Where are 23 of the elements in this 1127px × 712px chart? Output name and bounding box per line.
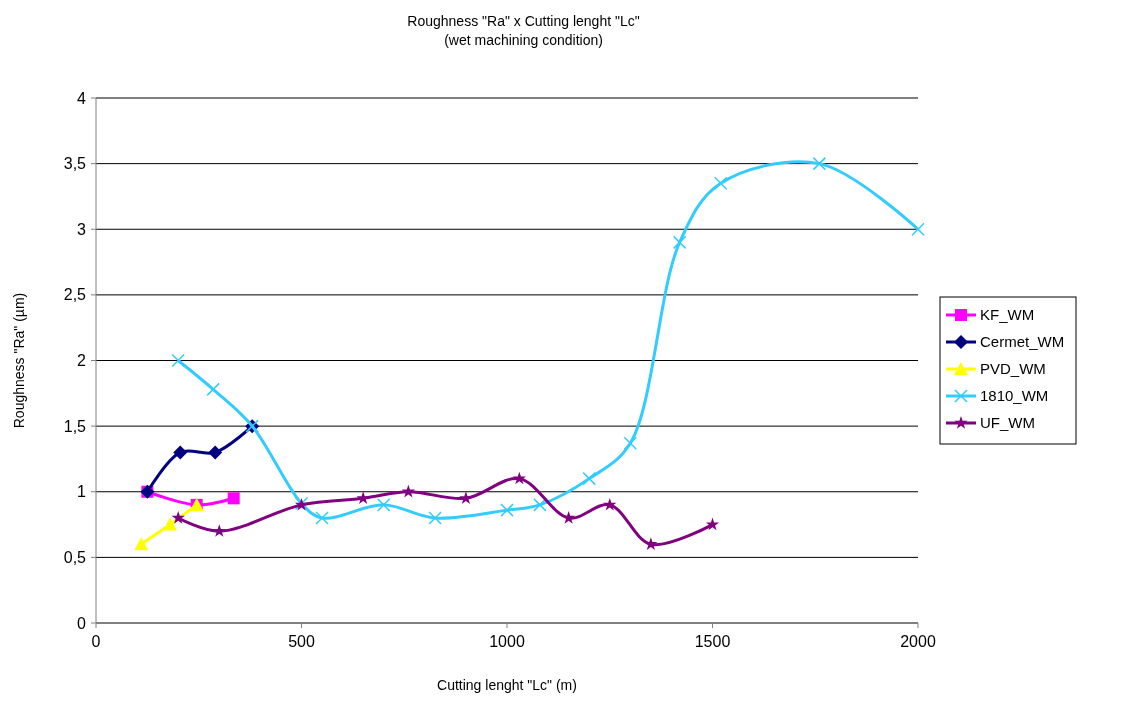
chart-subtitle: (wet machining condition): [444, 32, 603, 48]
x-tick-label: 1000: [489, 633, 525, 650]
x-tick-label: 500: [288, 633, 315, 650]
y-axis-title: Roughness "Ra" (µm): [11, 292, 27, 429]
y-tick-label: 0: [77, 614, 87, 632]
y-tick-label: 2,5: [63, 286, 87, 304]
y-tick-label: 1,5: [63, 417, 87, 435]
y-tick-label: 0,5: [63, 548, 87, 566]
x-axis-title: Cutting lenght "Lc" (m): [437, 677, 577, 693]
legend-label: KF_WM: [980, 306, 1035, 324]
y-tick-label: 3,5: [63, 155, 87, 173]
legend-label: Cermet_WM: [980, 333, 1065, 351]
chart-title: Roughness "Ra" x Cutting lenght "Lc": [407, 13, 640, 29]
legend-label: UF_WM: [980, 414, 1035, 432]
x-tick-label: 2000: [900, 633, 936, 650]
y-tick-label: 1: [77, 483, 87, 501]
legend-label: PVD_WM: [980, 360, 1046, 378]
x-tick-label: 1500: [694, 633, 731, 650]
y-tick-label: 2: [77, 352, 87, 370]
legend-label: 1810_WM: [980, 387, 1049, 405]
x-tick-label: 0: [91, 633, 101, 650]
y-tick-label: 4: [77, 89, 87, 107]
y-tick-label: 3: [77, 220, 87, 238]
